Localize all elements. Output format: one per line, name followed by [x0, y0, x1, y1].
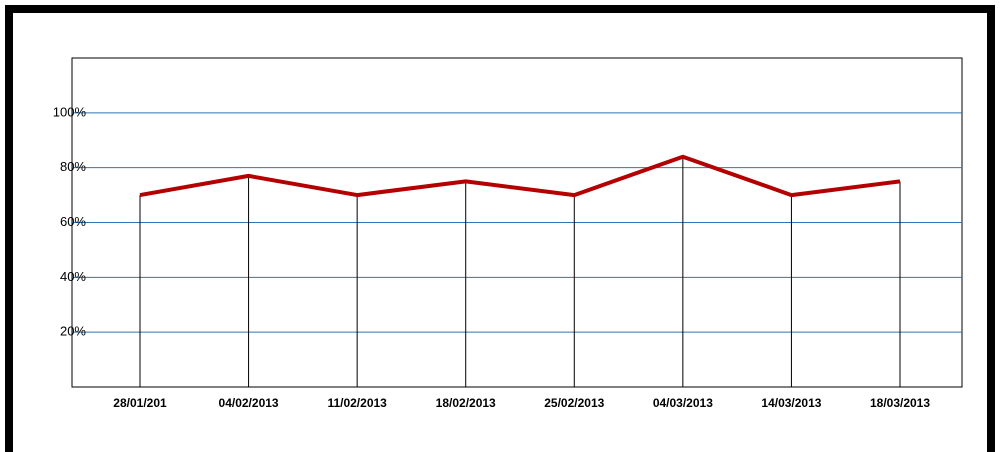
frame [5, 5, 995, 452]
series-line [139, 154, 901, 198]
x-tick-label: 28/01/201 [113, 396, 167, 410]
x-tick-label: 11/02/2013 [327, 396, 387, 410]
y-tick-label: 60% [60, 214, 86, 229]
x-tick-label: 25/02/2013 [544, 396, 604, 410]
x-tick-label: 14/03/2013 [761, 396, 821, 410]
y-tick-label: 20% [60, 324, 86, 339]
x-tick-label: 18/03/2013 [870, 396, 930, 410]
y-tick-label: 100% [53, 104, 87, 119]
y-tick-label: 40% [60, 269, 86, 284]
x-tick-label: 18/02/2013 [436, 396, 496, 410]
x-tick-label: 04/02/2013 [219, 396, 279, 410]
x-tick-label: 04/03/2013 [653, 396, 713, 410]
y-tick-label: 80% [60, 159, 86, 174]
